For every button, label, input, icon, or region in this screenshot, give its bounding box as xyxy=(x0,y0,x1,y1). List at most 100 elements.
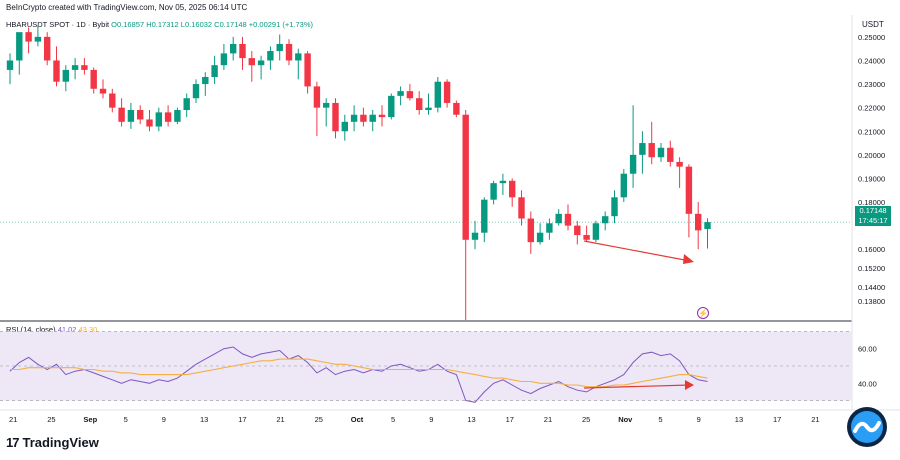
candle-body xyxy=(648,143,655,158)
candle-body xyxy=(667,147,674,162)
price-tick-label: 0.21000 xyxy=(858,127,885,136)
candle-body xyxy=(695,213,702,231)
candle-body xyxy=(202,76,209,85)
candle-body xyxy=(332,102,339,132)
symbol-ohlc-line: HBARUSDT SPOT · 1D · Bybit O0.16857 H0.1… xyxy=(6,20,313,29)
last-price-badge: 0.17148 17:45:17 xyxy=(855,206,891,226)
candle-body xyxy=(350,114,358,122)
candle-body xyxy=(183,98,190,111)
time-tick-label: Sep xyxy=(83,415,97,424)
candle-body xyxy=(602,216,609,224)
candle-body xyxy=(53,60,60,82)
candle-body xyxy=(509,180,516,198)
price-tick-label: 0.20000 xyxy=(858,151,885,160)
candle-body xyxy=(239,43,246,59)
candle-body xyxy=(109,93,116,108)
time-tick-label: 25 xyxy=(582,415,590,424)
time-tick-label: 13 xyxy=(200,415,208,424)
price-tick-label: 0.25000 xyxy=(858,33,885,42)
price-tick-label: 0.23000 xyxy=(858,80,885,89)
rsi-label: RSI (14, close) xyxy=(6,325,56,334)
support-trend-arrow xyxy=(583,240,691,262)
beincrypto-logo-icon xyxy=(847,407,887,447)
tradingview-wordmark: TradingView xyxy=(22,435,99,450)
candle-body xyxy=(257,60,265,66)
candle-body xyxy=(481,199,488,233)
rsi-legend[interactable]: RSI (14, close) 41.02 43.30 xyxy=(6,325,97,334)
rsi-divergence-arrow xyxy=(583,384,691,389)
bar-countdown: 17:45:17 xyxy=(858,216,888,225)
time-tick-label: 25 xyxy=(315,415,323,424)
time-tick-label: 21 xyxy=(811,415,819,424)
price-tick-label: 0.19000 xyxy=(858,174,885,183)
candle-body xyxy=(629,154,637,174)
rsi-ma-line xyxy=(10,358,708,388)
time-tick-label: 13 xyxy=(735,415,743,424)
candle-body xyxy=(90,69,97,89)
candle-body xyxy=(592,223,600,240)
symbol-title[interactable]: HBARUSDT SPOT · 1D · Bybit xyxy=(6,20,110,29)
candle-body xyxy=(267,51,274,61)
price-tick-label: 0.14400 xyxy=(858,283,885,292)
candle-body xyxy=(583,235,590,240)
candle-body xyxy=(462,114,469,240)
tradingview-brand: 17 TradingView xyxy=(6,435,99,450)
time-tick-label: 9 xyxy=(162,415,166,424)
candle-body xyxy=(118,107,125,122)
candle-body xyxy=(527,218,534,243)
candle-body xyxy=(155,112,162,127)
candle-body xyxy=(369,114,376,122)
rsi-value: 41.02 xyxy=(57,325,77,334)
candle-body xyxy=(546,223,553,233)
candle-body xyxy=(174,110,181,122)
candle-body xyxy=(25,32,32,42)
candle-body xyxy=(471,232,479,240)
candle-body xyxy=(6,60,14,70)
candle-body xyxy=(360,114,367,122)
candle-body xyxy=(285,43,293,61)
candle-body xyxy=(81,65,88,70)
candle-body xyxy=(248,58,255,66)
price-tick-label: 0.13800 xyxy=(858,297,885,306)
attribution-text: BeInCrypto created with TradingView.com,… xyxy=(6,3,248,12)
flash-event-icon[interactable]: ⚡ xyxy=(697,307,709,319)
candle-body xyxy=(416,98,423,111)
candle-body xyxy=(388,95,395,118)
candle-body xyxy=(574,225,581,236)
rsi-divergence-arrowhead xyxy=(685,380,694,390)
time-tick-label: 9 xyxy=(429,415,433,424)
candle-body xyxy=(434,81,441,108)
time-tick-label: 5 xyxy=(658,415,662,424)
price-tick-label: 0.22000 xyxy=(858,104,885,113)
candle-body xyxy=(276,43,283,52)
time-tick-label: 5 xyxy=(124,415,128,424)
time-tick-label: Oct xyxy=(351,415,364,424)
price-tick-label: 0.24000 xyxy=(858,56,885,65)
candle-body xyxy=(555,213,562,224)
candle-body xyxy=(44,36,51,61)
candle-body xyxy=(564,213,572,226)
candle-body xyxy=(304,53,311,87)
candle-body xyxy=(295,53,302,61)
candle-body xyxy=(71,65,79,70)
candle-body xyxy=(406,91,414,99)
candle-body xyxy=(127,110,135,122)
candle-body xyxy=(490,183,497,200)
candle-body xyxy=(192,84,200,99)
time-tick-label: 25 xyxy=(47,415,55,424)
candle-body xyxy=(211,65,218,77)
candle-body xyxy=(99,88,107,94)
candle-body xyxy=(16,32,23,61)
candle-body xyxy=(34,36,42,42)
candle-body xyxy=(164,112,172,122)
candle-body xyxy=(499,180,507,184)
currency-label: USDT xyxy=(862,20,884,29)
rsi-tick-label: 60.00 xyxy=(858,345,877,354)
rsi-tick-label: 40.00 xyxy=(858,379,877,388)
time-tick-label: 17 xyxy=(773,415,781,424)
candle-body xyxy=(313,86,321,108)
time-tick-label: 21 xyxy=(544,415,552,424)
candle-body xyxy=(611,197,618,217)
time-tick-label: 5 xyxy=(391,415,395,424)
